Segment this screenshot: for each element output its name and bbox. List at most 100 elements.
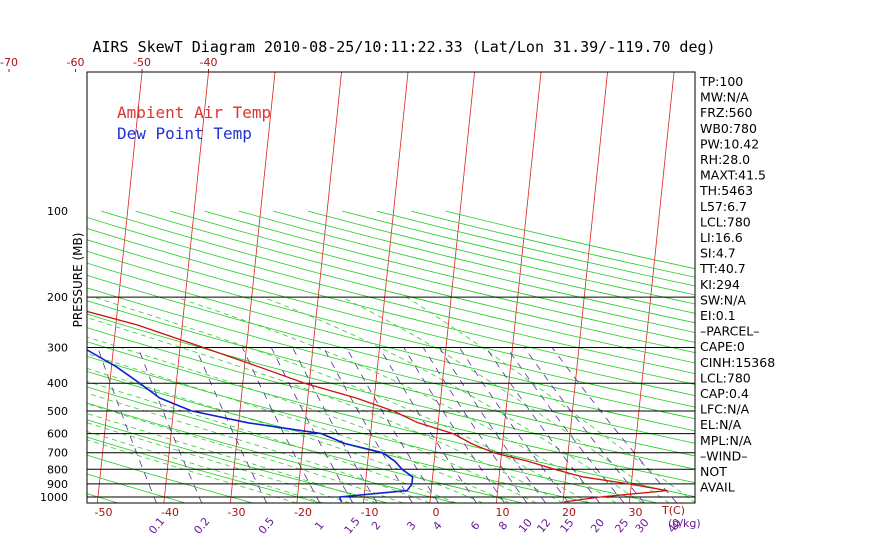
stability-index-item: CINH:15368 [700,355,775,370]
dry-adiabat-line [169,210,695,343]
mixing-ratio-label: 0.5 [256,515,277,537]
mixing-ratio-line [97,347,157,503]
dry-adiabat-line [87,274,695,432]
stability-index-item: LFC:N/A [700,402,750,417]
pressure-tick-label: 200 [47,291,68,304]
moist-adiabat-line [87,392,431,503]
mixing-ratio-label: 30 [633,516,652,535]
stability-index-item: TP:100 [699,74,743,89]
stability-index-item: LCL:780 [700,370,751,385]
pressure-tick-label: 100 [47,205,68,218]
dry-adiabat-line [87,370,592,503]
bottom-axis-unit: T(C) [661,504,685,517]
stability-index-item: –PARCEL– [700,324,759,339]
dry-adiabat-line [87,454,255,503]
legend-ambient-air-temp: Ambient Air Temp [117,103,271,122]
stability-index-item: LI:16.6 [700,230,743,245]
dry-adiabat-line [342,210,695,296]
dry-adiabat-line [87,239,695,397]
moist-adiabat-line [341,296,670,503]
mixing-ratio-label: 0.2 [191,515,212,537]
mixing-ratio-label: 2 [369,519,383,533]
bottom-tick-label: 30 [629,506,643,519]
bottom-tick-label: -40 [161,506,179,519]
stability-index-item: MPL:N/A [700,433,752,448]
mixing-ratio-label: 6 [468,519,482,533]
bottom-tick-label: -50 [95,506,113,519]
moist-adiabat-line [87,380,457,503]
moist-adiabat-line [87,403,404,503]
mixing-ratio-line [551,347,678,503]
moist-adiabat-line [94,296,590,503]
stability-index-item: TH:5463 [699,183,753,198]
chart-title: AIRS SkewT Diagram 2010-08-25/10:11:22.3… [92,38,715,56]
isotherm-line [229,72,276,503]
mixing-ratio-line [379,347,477,503]
mixing-ratio-label: 20 [588,516,607,535]
stability-index-item: L57:6.7 [700,199,747,214]
pressure-tick-label: 600 [47,428,68,441]
bottom-tick-label: 20 [562,506,576,519]
plot-frame [86,71,696,504]
stability-index-item: –WIND– [700,448,748,463]
isobar-lines [87,296,695,498]
stability-index-item: MAXT:41.5 [700,168,766,183]
moist-adiabat-line [87,422,351,503]
isotherm-line [0,62,10,513]
dry-adiabat-line [87,473,187,503]
mixing-ratio-label: 25 [613,516,632,535]
stability-index-item: MW:N/A [700,90,749,105]
mixing-ratio-line [523,347,645,503]
dry-adiabat-line [87,250,695,408]
dry-adiabat-line [87,228,695,385]
sounding-profiles [87,310,668,503]
pressure-tick-label: 900 [47,478,68,491]
mixing-ratio-label: 4 [430,519,444,533]
mixing-ratio-line [345,347,439,503]
pressure-tick-label: 400 [47,377,68,390]
mixing-ratio-line [270,347,354,503]
isotherm-line [296,72,342,503]
bottom-tick-label: -20 [294,506,312,519]
isotherm-line [495,72,542,503]
isotherm-line [362,72,409,503]
dry-adiabat-line [87,402,457,503]
stability-index-item: EL:N/A [700,417,742,432]
stability-index-item: EI:0.1 [700,308,736,323]
stability-index-item: PW:10.42 [700,136,759,151]
stability-index-item: KI:294 [700,277,740,292]
stability-index-item: NOT [700,464,727,479]
isotherm-line [828,62,870,513]
mixing-ratio-line [195,347,268,503]
pressure-tick-label: 500 [47,405,68,418]
stability-index-item: AVAIL [700,480,735,495]
dry-adiabat-line [87,287,695,444]
legend-dew-point-temp: Dew Point Temp [117,124,252,143]
mixing-ratio-label: 8 [496,519,510,533]
mixing-ratio-label: 10 [516,516,535,535]
isotherm-line [562,72,608,503]
dry-adiabat-line [0,211,55,504]
dry-adiabat-line [87,262,695,420]
stability-index-item: LCL:780 [700,214,751,229]
stability-indices-panel: TP:100MW:N/AFRZ:560WB0:780PW:10.42RH:28.… [699,74,775,495]
stability-index-item: TT:40.7 [699,261,746,276]
moist-adiabat-line [87,317,564,503]
top-tick-label: -50 [133,56,151,69]
isotherm-line [163,72,209,503]
moist-adiabat-line [175,296,617,503]
bottom-tick-label: 10 [496,506,510,519]
pressure-tick-label: 1000 [40,491,68,504]
bottom-tick-label: 0 [433,506,440,519]
stability-index-item: SW:N/A [700,292,746,307]
mixing-ratio-line [506,347,625,503]
y-axis-label: PRESSURE (MB) [71,233,85,328]
mixing-ratio-label: 1 [312,519,326,533]
top-tick-label: -60 [67,56,85,69]
temperature-profile-line [87,310,668,503]
stability-index-item: RH:28.0 [700,152,750,167]
pressure-tick-label: 300 [47,342,68,355]
bottom-tick-label: -30 [228,506,246,519]
mixing-ratio-line [403,347,506,503]
